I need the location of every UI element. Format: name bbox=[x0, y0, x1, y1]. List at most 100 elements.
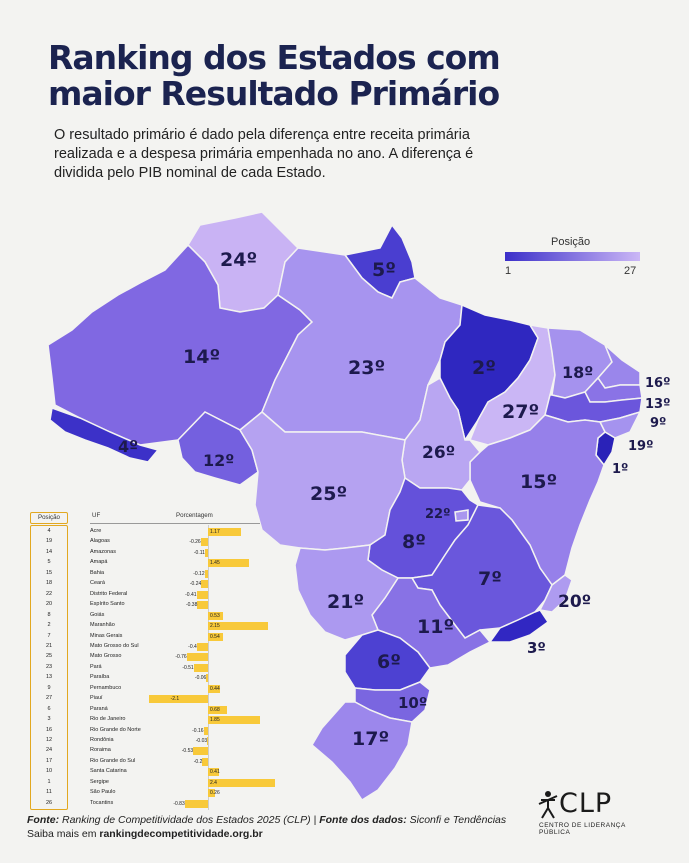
table-row: 4 Acre 1.17 bbox=[30, 528, 260, 538]
table-row: 17 Rio Grande do Sul -0.2 bbox=[30, 757, 260, 768]
rank-label-am: 14º bbox=[183, 346, 220, 368]
row-state-name: Piauí bbox=[90, 695, 103, 702]
row-state-name: Roraima bbox=[90, 747, 111, 754]
row-position: 16 bbox=[45, 726, 53, 733]
row-value-bar bbox=[206, 674, 208, 683]
row-value-bar bbox=[193, 663, 208, 672]
table-header-uf: UF bbox=[92, 512, 101, 519]
legend-min-label: 1 bbox=[505, 265, 512, 277]
clp-figure-icon bbox=[538, 791, 558, 819]
row-state-name: Goiás bbox=[90, 611, 105, 618]
footer-data-label: Fonte dos dados: bbox=[319, 814, 407, 826]
footer-link[interactable]: rankingdecompetitividade.org.br bbox=[99, 827, 263, 840]
row-position: 13 bbox=[45, 674, 53, 681]
row-position: 10 bbox=[45, 768, 53, 775]
state-es bbox=[538, 574, 573, 613]
table-row: 24 Roraima -0.53 bbox=[30, 747, 260, 757]
subtitle: O resultado primário é dado pela diferen… bbox=[54, 127, 474, 181]
rank-label-al: 19º bbox=[628, 439, 653, 454]
row-state-name: Pernambuco bbox=[90, 684, 122, 691]
table-row: 12 Rondônia -0.03 bbox=[30, 737, 260, 747]
row-value-label: -0.24 bbox=[189, 581, 202, 588]
row-value-label: 0.41 bbox=[210, 769, 220, 776]
row-value-bar bbox=[201, 580, 208, 589]
state-rj bbox=[488, 609, 550, 643]
rank-label-pi: 27º bbox=[502, 401, 539, 423]
row-value-label: -0.06 bbox=[194, 675, 207, 682]
row-state-name: Bahia bbox=[90, 569, 105, 576]
table-row: 22 Distrito Federal -0.41 bbox=[30, 590, 260, 601]
rank-label-ro: 12º bbox=[203, 451, 234, 470]
footer-source-label: Fonte: bbox=[27, 814, 60, 826]
rank-label-ba: 15º bbox=[520, 471, 557, 493]
row-state-name: Ceará bbox=[90, 580, 105, 587]
table-row: 20 Espírito Santo -0.38 bbox=[30, 601, 260, 611]
row-value-bar bbox=[207, 737, 208, 745]
state-rs bbox=[311, 701, 413, 802]
row-value-bar bbox=[208, 778, 276, 787]
row-position: 17 bbox=[45, 757, 53, 764]
row-value-label: -0.41 bbox=[185, 591, 197, 598]
rank-label-ce: 18º bbox=[562, 363, 593, 382]
row-value-bar bbox=[184, 799, 208, 808]
row-state-name: Amazonas bbox=[90, 548, 116, 555]
row-value-label: -2.1 bbox=[170, 696, 180, 703]
row-state-name: Mato Grosso do Sul bbox=[90, 642, 139, 649]
title-line-1: Ranking dos Estados com bbox=[48, 38, 501, 77]
row-value-label: 0.53 bbox=[210, 612, 220, 619]
rank-label-sc: 10º bbox=[398, 694, 427, 712]
row-position: 4 bbox=[47, 528, 51, 534]
row-position: 24 bbox=[45, 747, 53, 754]
row-value-bar bbox=[149, 695, 208, 704]
row-value-label: -0.16 bbox=[192, 727, 204, 734]
row-value-label: -0.76 bbox=[175, 654, 187, 661]
row-position: 8 bbox=[47, 611, 51, 618]
row-value-bar bbox=[208, 632, 224, 641]
logo-tagline: CENTRO DE LIDERANÇA PÚBLICA bbox=[539, 822, 626, 836]
row-state-name: Maranhão bbox=[90, 622, 115, 629]
logo-name: CLP bbox=[559, 788, 613, 819]
rank-label-pa: 23º bbox=[348, 357, 385, 379]
rank-label-go: 8º bbox=[402, 531, 426, 553]
row-value-bar bbox=[208, 768, 220, 777]
row-value-label: -0.51 bbox=[182, 664, 194, 671]
table-row: 23 Pará -0.51 bbox=[30, 663, 260, 674]
row-position: 19 bbox=[45, 538, 53, 545]
footer-more-text: Saiba mais em bbox=[27, 827, 100, 840]
footer-source-text: Ranking de Competitividade dos Estados 2… bbox=[59, 814, 320, 826]
state-ro bbox=[177, 411, 259, 486]
rank-label-rr: 24º bbox=[220, 249, 257, 271]
row-position: 1 bbox=[47, 778, 51, 785]
row-value-label: -0.4 bbox=[188, 643, 197, 650]
table-row: 21 Mato Grosso do Sul -0.4 bbox=[30, 642, 260, 653]
page-title: Ranking dos Estados com maior Resultado … bbox=[48, 40, 648, 112]
row-value-label: 0.54 bbox=[210, 633, 220, 640]
rank-label-mg: 7º bbox=[478, 568, 502, 590]
row-value-label: -0.53 bbox=[181, 748, 194, 755]
row-value-label: 1.45 bbox=[210, 560, 220, 567]
legend-title: Posição bbox=[551, 236, 591, 248]
row-state-name: Distrito Federal bbox=[90, 590, 128, 597]
row-position: 18 bbox=[45, 580, 53, 587]
row-value-label: -0.26 bbox=[189, 539, 201, 546]
row-position: 5 bbox=[47, 559, 51, 566]
rank-label-se: 1º bbox=[612, 462, 628, 477]
rank-label-es: 20º bbox=[558, 592, 591, 612]
row-value-bar bbox=[196, 642, 208, 651]
row-value-label: -0.11 bbox=[193, 549, 205, 556]
row-value-bar bbox=[208, 528, 241, 536]
row-state-name: Pará bbox=[90, 663, 102, 670]
row-position: 6 bbox=[47, 705, 51, 712]
rank-label-ma: 2º bbox=[472, 357, 496, 379]
row-value-bar bbox=[200, 538, 208, 547]
row-position: 20 bbox=[45, 601, 53, 608]
row-state-name: Rio de Janeiro bbox=[90, 716, 126, 723]
table-row: 9 Pernambuco 0.44 bbox=[30, 684, 260, 695]
position-column-frame bbox=[30, 525, 68, 810]
row-state-name: Espírito Santo bbox=[90, 601, 125, 608]
row-value-label: -0.2 bbox=[193, 758, 203, 765]
rank-label-pb: 13º bbox=[645, 397, 670, 412]
table-row: 8 Goiás 0.53 bbox=[30, 611, 260, 622]
footer: Fonte: Ranking de Competitividade dos Es… bbox=[27, 814, 527, 841]
row-position: 22 bbox=[45, 590, 53, 597]
